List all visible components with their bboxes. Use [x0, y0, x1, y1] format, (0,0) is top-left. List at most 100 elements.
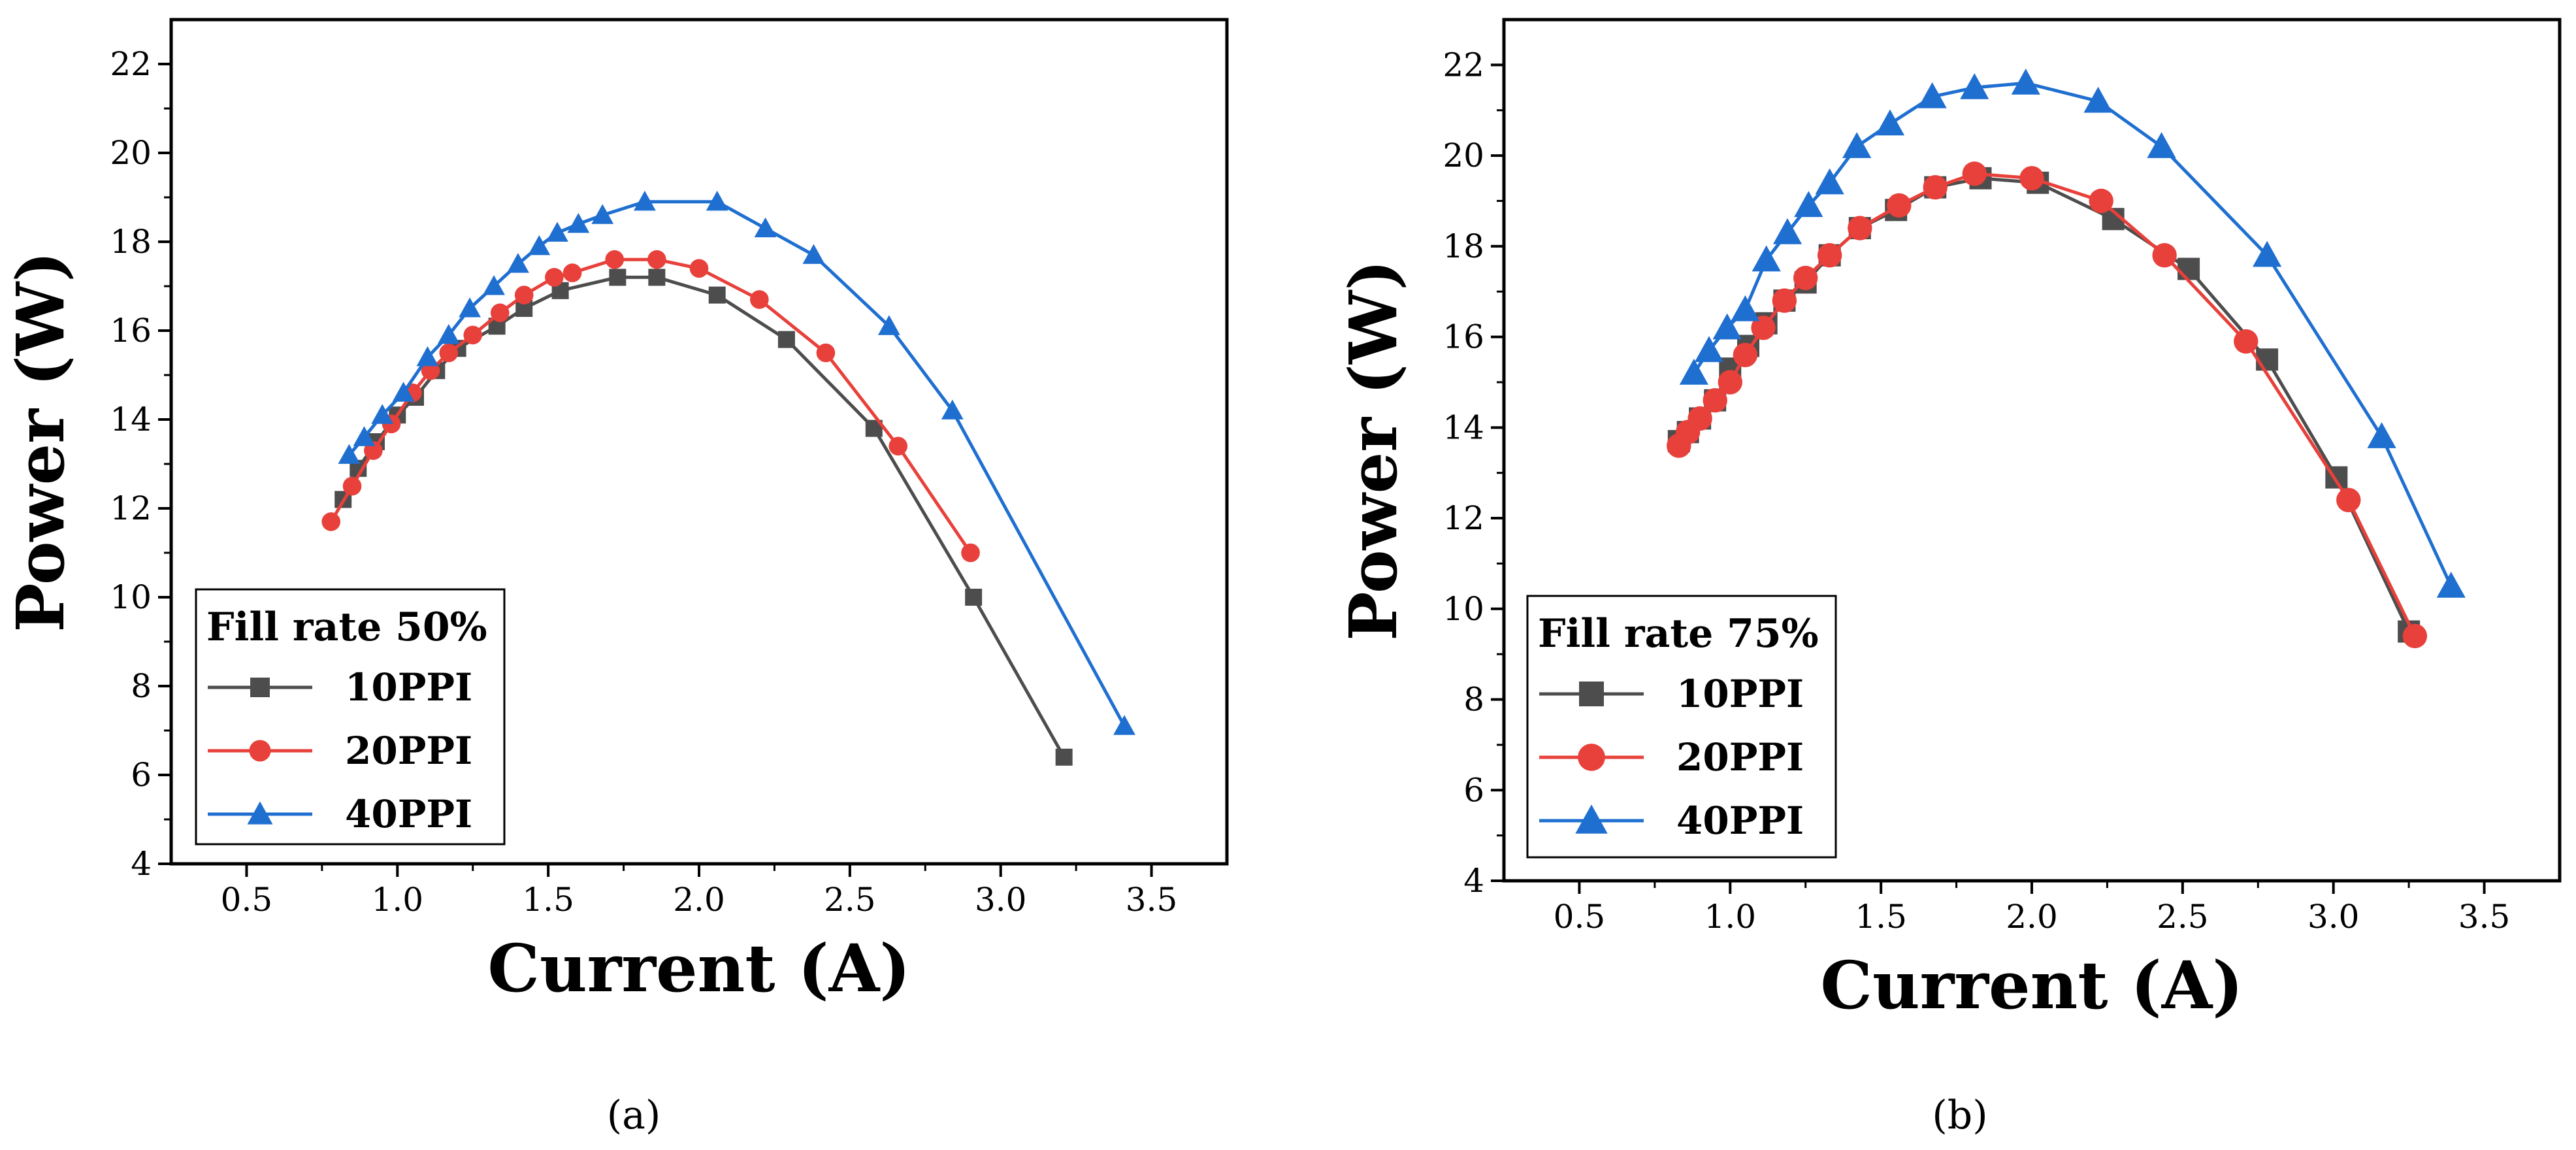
data-point-40PPI [416, 346, 439, 367]
y-tick-label: 20 [110, 134, 152, 172]
data-point-40PPI [546, 222, 568, 242]
data-point-10PPI [609, 269, 627, 286]
series-20PPI [321, 250, 980, 563]
data-point-20PPI [647, 250, 666, 269]
data-point-40PPI [1815, 168, 1844, 195]
data-point-40PPI [1679, 358, 1708, 385]
data-point-40PPI [528, 235, 551, 255]
data-point-40PPI [2147, 132, 2176, 158]
y-tick-label: 8 [1463, 681, 1484, 719]
data-point-20PPI [514, 286, 534, 304]
y-axis-title: Power (W) [1335, 259, 1412, 640]
x-axis-title: Current (A) [487, 930, 910, 1007]
x-tick-label: 2.0 [673, 881, 725, 919]
data-point-40PPI [483, 275, 505, 295]
y-tick-label: 14 [1443, 408, 1484, 446]
data-point-40PPI [1917, 82, 1947, 108]
data-point-20PPI [1718, 370, 1742, 395]
x-tick-label: 3.0 [975, 881, 1027, 919]
data-point-20PPI [889, 436, 908, 456]
data-point-40PPI [2436, 572, 2466, 598]
data-point-20PPI [816, 343, 836, 363]
y-tick-label: 18 [1443, 227, 1484, 265]
data-point-20PPI [1817, 243, 1842, 268]
legend-label-20PPI: 20PPI [1676, 735, 1804, 780]
series-line-20PPI [329, 257, 972, 554]
data-point-40PPI [371, 404, 394, 424]
series-20PPI [1667, 161, 2428, 649]
data-point-40PPI [941, 399, 964, 419]
data-point-20PPI [2019, 166, 2044, 191]
data-point-40PPI [2011, 69, 2040, 95]
data-point-20PPI [1751, 316, 1776, 340]
y-tick-label: 10 [1443, 590, 1484, 628]
data-point-40PPI [338, 444, 361, 464]
data-point-40PPI [754, 217, 777, 238]
series-40PPI [338, 190, 1135, 735]
data-point-40PPI [2253, 240, 2282, 267]
x-tick-label: 3.5 [2458, 898, 2511, 936]
data-point-20PPI [1848, 216, 1872, 240]
legend-label-40PPI: 40PPI [345, 792, 472, 836]
y-axis-title: Power (W) [2, 251, 79, 632]
x-tick-label: 2.0 [2006, 898, 2058, 936]
legend-label-10PPI: 10PPI [1676, 672, 1804, 716]
data-point-20PPI [1923, 174, 1948, 200]
data-point-40PPI [1694, 336, 1724, 363]
y-tick-label: 4 [131, 845, 152, 883]
legend-box [1526, 595, 1837, 859]
data-point-40PPI [1960, 73, 1989, 99]
series-line-10PPI [1678, 176, 2411, 632]
data-point-10PPI [708, 286, 726, 304]
data-point-40PPI [567, 212, 590, 233]
data-point-10PPI [2256, 348, 2279, 371]
legend-box [195, 588, 506, 846]
data-point-40PPI [1731, 295, 1760, 321]
x-tick-label: 1.0 [372, 881, 424, 919]
x-tick-label: 1.5 [1855, 898, 1907, 936]
data-point-10PPI [648, 269, 666, 286]
data-point-40PPI [1875, 109, 1905, 136]
y-tick-label: 10 [110, 578, 152, 616]
data-point-20PPI [2234, 329, 2258, 354]
data-point-40PPI [1842, 132, 1872, 158]
y-tick-label: 12 [1443, 499, 1484, 537]
y-tick-label: 20 [1443, 137, 1484, 174]
data-point-40PPI [877, 315, 900, 335]
data-point-20PPI [1772, 288, 1797, 313]
data-point-40PPI [1752, 245, 1781, 272]
data-point-20PPI [1687, 406, 1712, 431]
data-point-20PPI [1793, 265, 1818, 291]
x-tick-label: 2.5 [2157, 898, 2209, 936]
data-point-10PPI [2177, 257, 2200, 280]
data-point-20PPI [2152, 243, 2177, 268]
data-point-20PPI [1887, 193, 1912, 218]
legend-marker-40PPI [247, 801, 273, 825]
caption-b: (b) [1932, 1092, 1988, 1138]
legend-marker-20PPI [1578, 744, 1605, 771]
data-point-20PPI [2089, 188, 2113, 214]
chart-a: 0.5 1.0 1.5 2.0 2.5 3.0 3.5 4 6 8 10 12 14 16 18 20 22 Cu… [2, 18, 1229, 1007]
data-point-20PPI [562, 263, 582, 282]
y-tick-label: 6 [131, 756, 152, 794]
data-point-40PPI [392, 382, 415, 402]
y-tick-label: 22 [1443, 46, 1484, 84]
data-point-20PPI [2402, 623, 2428, 649]
data-point-10PPI [777, 331, 795, 348]
x-tick-label: 3.0 [2307, 898, 2360, 936]
x-axis-title: Current (A) [1820, 947, 2243, 1024]
y-tick-label: 8 [131, 667, 152, 705]
data-point-10PPI [965, 589, 983, 606]
data-point-20PPI [1962, 161, 1987, 186]
legend-title: Fill rate 50% [206, 604, 487, 650]
y-tick-label: 16 [110, 312, 152, 350]
x-tick-label: 1.5 [522, 881, 574, 919]
y-tick-label: 22 [110, 45, 152, 83]
x-tick-label: 0.5 [221, 881, 273, 919]
legend-label-20PPI: 20PPI [345, 729, 472, 773]
data-point-40PPI [1794, 191, 1823, 218]
caption-a: (a) [606, 1092, 661, 1138]
data-point-40PPI [507, 253, 529, 273]
y-tick-label: 4 [1463, 862, 1484, 900]
series-line-40PPI [1692, 81, 2453, 587]
